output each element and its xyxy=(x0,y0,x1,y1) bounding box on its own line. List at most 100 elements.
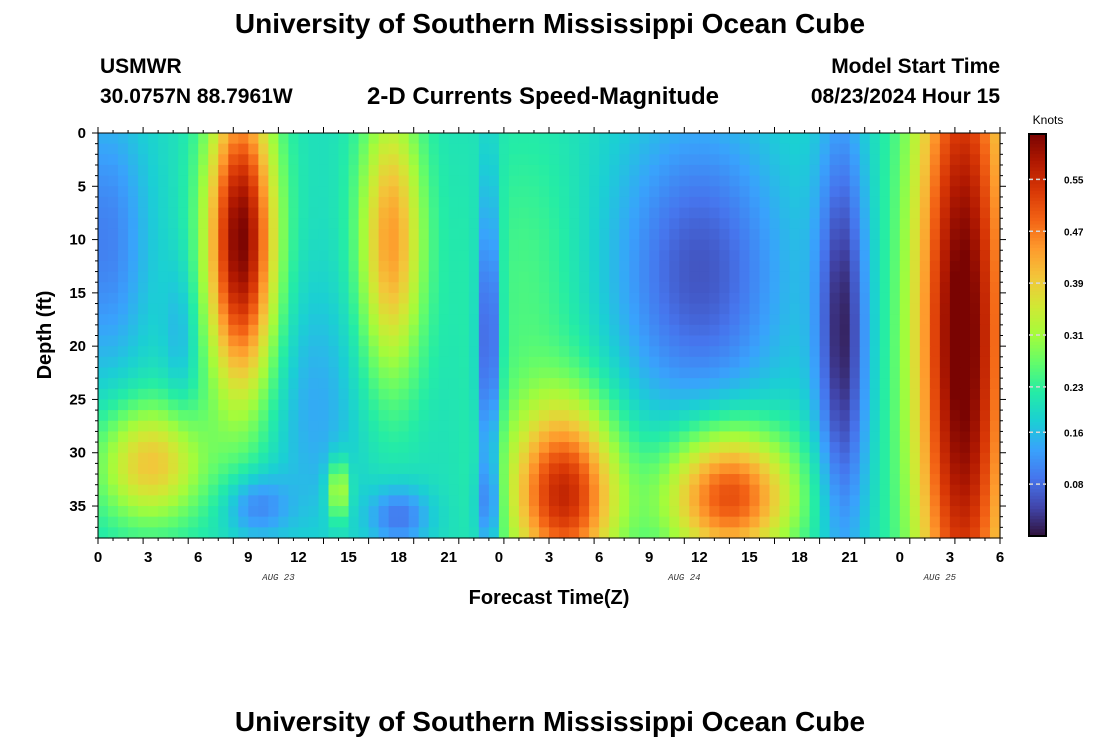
heatmap-cell xyxy=(248,186,259,198)
heatmap-cell xyxy=(869,378,881,390)
heatmap-cell xyxy=(589,218,600,230)
heatmap-cell xyxy=(789,196,801,209)
heatmap-cell xyxy=(158,452,169,464)
heatmap-cell xyxy=(779,367,791,379)
heatmap-cell xyxy=(438,143,450,155)
heatmap-cell xyxy=(949,378,961,390)
heatmap-cell xyxy=(118,292,129,305)
heatmap-cell xyxy=(609,346,620,358)
heatmap-cell xyxy=(819,250,831,262)
heatmap-cell xyxy=(278,484,290,496)
heatmap-cell xyxy=(488,164,500,177)
heatmap-cell xyxy=(128,260,139,273)
heatmap-cell xyxy=(378,410,390,422)
heatmap-cell xyxy=(428,484,440,496)
heatmap-cell xyxy=(218,474,229,486)
colorbar-segment xyxy=(1029,264,1046,269)
heatmap-cell xyxy=(579,431,590,443)
heatmap-cell xyxy=(498,250,510,262)
heatmap-cell xyxy=(979,271,991,283)
heatmap-cell xyxy=(609,292,620,305)
heatmap-cell xyxy=(408,186,420,198)
heatmap-cell xyxy=(739,495,751,507)
colorbar-segment xyxy=(1029,391,1046,396)
heatmap-cell xyxy=(959,420,971,433)
heatmap-cell xyxy=(599,356,610,369)
heatmap-cell xyxy=(589,484,600,496)
heatmap-cell xyxy=(739,452,751,464)
heatmap-cell xyxy=(398,452,410,464)
heatmap-cell xyxy=(689,516,700,528)
heatmap-cell xyxy=(659,420,670,433)
heatmap-cell xyxy=(278,314,290,326)
colorbar-segment xyxy=(1029,147,1046,152)
heatmap-cell xyxy=(879,250,891,262)
heatmap-cell xyxy=(769,442,781,454)
heatmap-cell xyxy=(669,292,680,305)
heatmap-cell xyxy=(829,292,841,305)
heatmap-cell xyxy=(158,399,169,411)
heatmap-cell xyxy=(819,292,831,305)
heatmap-cell xyxy=(689,218,700,230)
heatmap-cell xyxy=(579,516,590,528)
heatmap-cell xyxy=(218,367,229,379)
heatmap-cell xyxy=(528,164,540,177)
heatmap-cell xyxy=(398,314,410,326)
heatmap-cell xyxy=(739,314,751,326)
heatmap-cell xyxy=(649,399,660,411)
heatmap-cell xyxy=(318,175,330,187)
heatmap-cell xyxy=(819,474,831,486)
heatmap-cell xyxy=(799,484,811,496)
heatmap-cell xyxy=(338,324,350,337)
heatmap-cell xyxy=(639,495,650,507)
heatmap-cell xyxy=(388,484,400,496)
heatmap-cell xyxy=(198,474,209,486)
heatmap-cell xyxy=(208,250,219,262)
heatmap-cell xyxy=(208,442,219,454)
heatmap-cell xyxy=(759,250,771,262)
heatmap-cell xyxy=(148,516,159,528)
heatmap-cell xyxy=(939,303,951,315)
heatmap-cell xyxy=(739,186,751,198)
heatmap-cell xyxy=(559,527,570,539)
heatmap-cell xyxy=(639,282,650,294)
heatmap-cell xyxy=(178,154,189,166)
heatmap-cell xyxy=(328,442,340,454)
heatmap-cell xyxy=(709,196,720,209)
heatmap-cell xyxy=(969,239,981,251)
heatmap-cell xyxy=(559,175,570,187)
heatmap-cell xyxy=(859,484,871,496)
heatmap-cell xyxy=(468,452,480,464)
heatmap-cell xyxy=(989,516,1001,528)
heatmap-cell xyxy=(178,527,189,539)
heatmap-cell xyxy=(478,346,490,358)
heatmap-cell xyxy=(488,207,500,219)
heatmap-cell xyxy=(518,324,530,337)
heatmap-cell xyxy=(148,175,159,187)
heatmap-cell xyxy=(769,175,781,187)
heatmap-cell xyxy=(659,388,670,401)
heatmap-cell xyxy=(498,442,510,454)
heatmap-cell xyxy=(979,410,991,422)
heatmap-cell xyxy=(348,484,360,496)
heatmap-cell xyxy=(829,378,841,390)
heatmap-cell xyxy=(769,133,781,145)
heatmap-cell xyxy=(308,154,320,166)
heatmap-cell xyxy=(388,228,400,241)
heatmap-cell xyxy=(268,410,279,422)
heatmap-cell xyxy=(569,218,580,230)
heatmap-cell xyxy=(689,239,700,251)
heatmap-cell xyxy=(278,356,290,369)
heatmap-cell xyxy=(559,324,570,337)
heatmap-cell xyxy=(268,133,279,145)
heatmap-cell xyxy=(448,484,460,496)
heatmap-cell xyxy=(528,228,540,241)
heatmap-cell xyxy=(879,346,891,358)
heatmap-cell xyxy=(799,399,811,411)
heatmap-cell xyxy=(669,324,680,337)
heatmap-cell xyxy=(719,207,730,219)
heatmap-cell xyxy=(128,367,139,379)
heatmap-cell xyxy=(478,484,490,496)
heatmap-cell xyxy=(779,388,791,401)
heatmap-cell xyxy=(268,399,279,411)
